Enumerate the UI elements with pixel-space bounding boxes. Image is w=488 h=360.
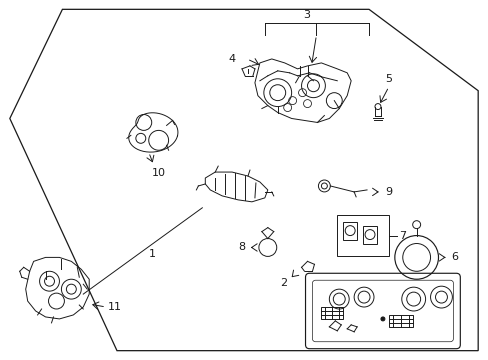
Bar <box>337 215 388 256</box>
Bar <box>362 226 376 243</box>
Text: 8: 8 <box>238 243 245 252</box>
Text: 5: 5 <box>385 74 391 84</box>
Bar <box>388 315 412 327</box>
Text: 4: 4 <box>228 54 235 64</box>
Text: 10: 10 <box>151 168 165 178</box>
Text: 11: 11 <box>108 302 122 312</box>
Text: 6: 6 <box>450 252 457 262</box>
Bar <box>321 307 343 319</box>
Circle shape <box>380 317 384 321</box>
Text: 2: 2 <box>280 278 286 288</box>
Text: 3: 3 <box>303 10 309 20</box>
Text: 1: 1 <box>149 249 156 260</box>
Text: 9: 9 <box>385 187 392 197</box>
Text: 7: 7 <box>398 230 406 240</box>
Bar <box>343 222 356 239</box>
